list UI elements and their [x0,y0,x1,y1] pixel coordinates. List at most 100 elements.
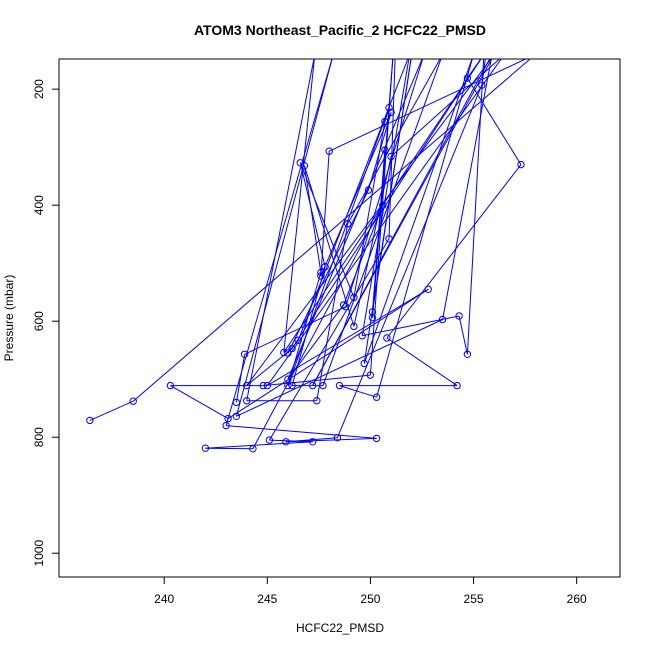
series-segment [458,315,468,355]
data-point [383,334,391,342]
x-tick-label: 240 [154,592,174,606]
series-segment [225,59,333,426]
data-point [249,445,257,453]
data-point [453,381,461,390]
data-point [364,186,373,194]
data-point [317,268,325,277]
series-segment [235,59,333,417]
plot-frame [58,58,621,578]
series-segment [266,59,502,386]
series-segment [283,59,315,353]
data-point [288,344,296,353]
series-segment [362,315,460,337]
series-segment [291,59,482,349]
y-axis: 200 400 600 800 1000 [32,79,59,567]
data-point [224,414,232,423]
series-segment [328,59,527,152]
series-segment [361,59,410,336]
data-point [463,74,472,82]
data-point [321,263,329,271]
data-point [232,412,241,420]
x-tick-label: 255 [464,592,484,606]
series-segment [316,223,349,401]
series-segment [299,162,326,267]
series-segment [227,288,429,420]
series-segment [205,441,313,449]
data-point [387,108,395,117]
series-segment [320,112,392,277]
data-point [335,381,344,390]
data-point [309,381,317,390]
data-point [350,322,358,331]
data-point [294,336,302,344]
data-point [387,152,395,161]
data-point [166,381,175,390]
series-segment [353,121,386,298]
series-segment [303,165,322,273]
series-segment [263,374,371,387]
series-segment [376,59,473,398]
data-point [309,438,317,446]
data-point [381,146,389,154]
data-point [360,359,368,368]
series-segment [347,59,441,224]
series-segment [170,385,229,420]
data-point [333,434,342,442]
data-point [317,272,325,280]
series-segment [390,59,501,157]
data-point [350,293,358,302]
data-point [201,444,210,452]
y-tick-label: 400 [32,195,46,215]
data-point [368,314,377,322]
x-tick-label: 245 [257,592,277,606]
series-segment [283,59,482,353]
data-point [243,381,251,390]
data-point [284,375,292,383]
data-point [339,301,348,309]
series-segment [246,59,492,386]
data-point [372,434,381,443]
series-segment [481,59,486,86]
data-point [86,416,94,425]
data-point [288,381,296,390]
x-axis: 240 245 250 255 260 [154,577,587,606]
series-segment [246,59,315,401]
data-point [243,397,251,405]
series-segment [132,59,531,402]
data-point [284,349,292,357]
series-segment [89,400,134,421]
data-point [478,81,486,89]
data-point [259,381,267,390]
series-segment [244,306,346,355]
series-segment [252,204,384,450]
series-segment [386,337,458,387]
series-segment [388,59,396,239]
y-tick-label: 200 [32,79,46,99]
series-segment [312,59,491,386]
data-point [232,398,241,407]
data-point [319,381,327,390]
data-point [240,350,249,358]
series-segment [466,77,522,165]
series-segment [343,205,384,306]
series-segment [339,385,377,398]
series-segment [386,164,522,339]
y-tick-label: 800 [32,427,46,447]
data-point [313,397,321,405]
data-point [129,397,137,405]
data-point [381,117,389,126]
y-axis-label: Pressure (mbar) [2,275,16,362]
data-point [455,312,463,320]
x-tick-label: 260 [567,592,587,606]
data-point [358,332,366,340]
data-point [325,147,333,155]
data-point [463,350,472,358]
series-segment [235,354,246,403]
data-point [517,160,525,169]
points-layer [86,74,525,453]
data-point [385,235,393,243]
data-point [280,348,288,357]
data-point [368,308,377,316]
